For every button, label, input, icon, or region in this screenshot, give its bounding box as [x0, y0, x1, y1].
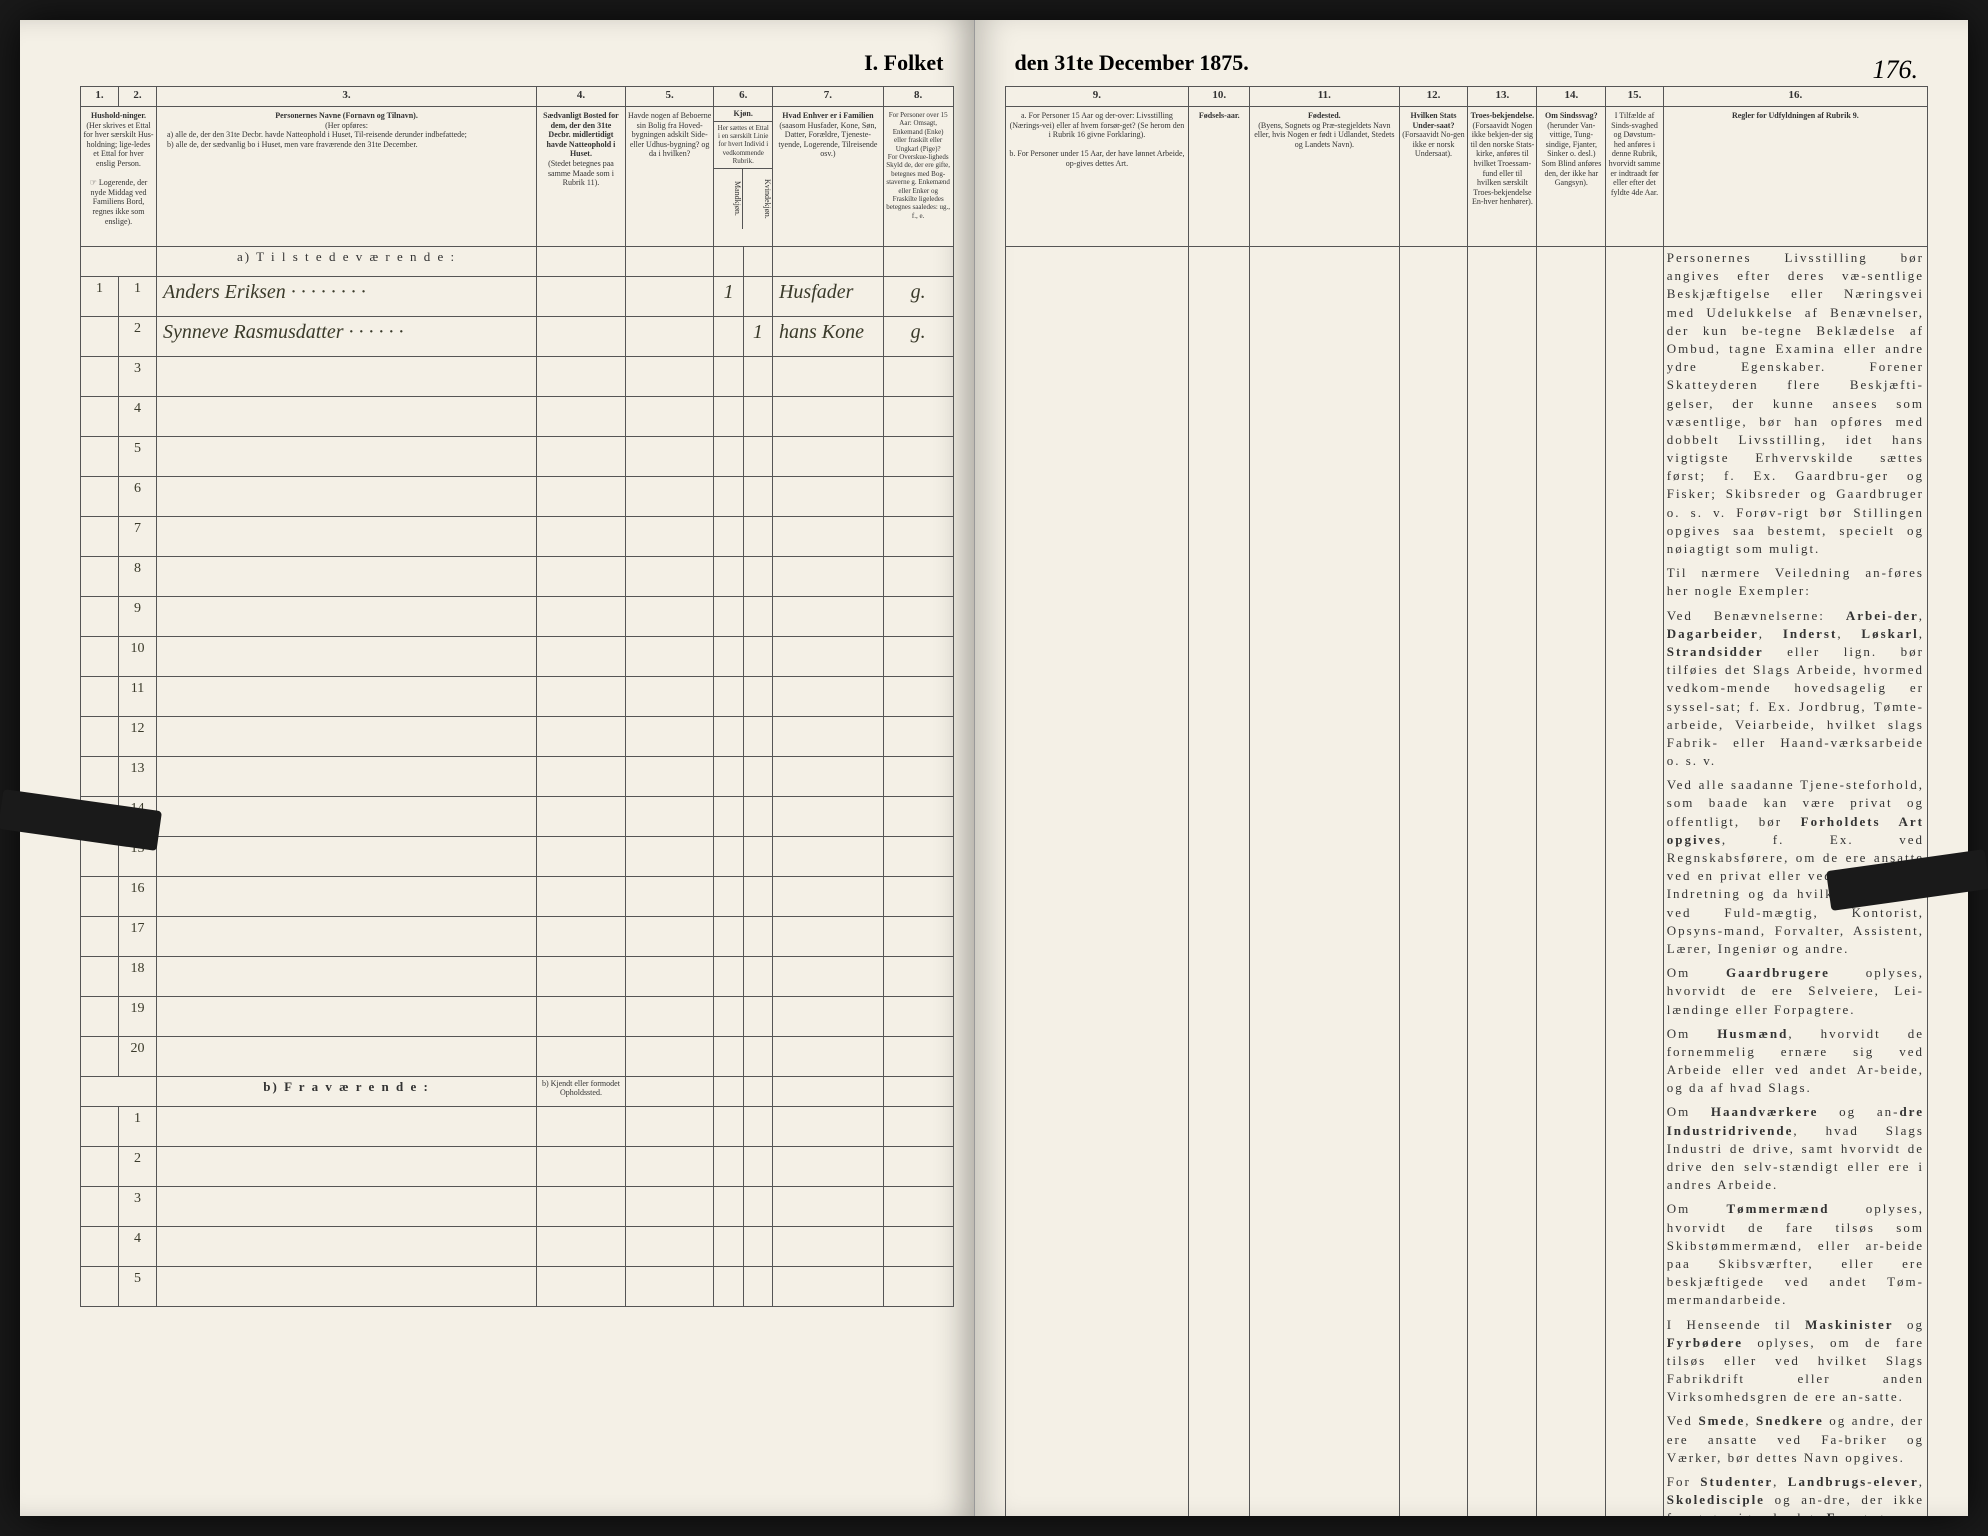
header-sex: Kjøn. Her sættes et Ettal i en særskilt … — [714, 107, 773, 247]
section-present: a) T i l s t e d e v æ r e n d e : — [157, 247, 537, 277]
table-row: 12 — [81, 717, 954, 757]
table-row: 2 — [81, 1147, 954, 1187]
ledger-table-right: 9. 10. 11. 12. 13. 14. 15. 16. a. For Pe… — [1005, 86, 1928, 1516]
title-left: I. Folket — [80, 50, 954, 76]
section-absent: b) F r a v æ r e n d e : — [157, 1077, 537, 1107]
col-num: 15. — [1606, 87, 1663, 107]
table-row: 1 1 Anders Eriksen · · · · · · · · 1 Hus… — [81, 277, 954, 317]
header-building: Havde nogen af Beboerne sin Bolig fra Ho… — [625, 107, 714, 247]
header-residence: Sædvanligt Bosted for dem, der den 31te … — [537, 107, 626, 247]
left-page: I. Folket 1. 2. 3. 4. 5. 6. 7. 8. Hushol… — [20, 20, 975, 1516]
header-household: Hushold-ninger. (Her skrives et Ettal fo… — [81, 107, 157, 247]
header-birthyear: Fødsels-aar. — [1189, 107, 1250, 247]
header-onset: I Tilfælde af Sinds-svaghed og Døvstum-h… — [1606, 107, 1663, 247]
table-row: 14 — [81, 797, 954, 837]
table-row: 2 Synneve Rasmusdatter · · · · · · 1 han… — [81, 317, 954, 357]
ledger-table-left: 1. 2. 3. 4. 5. 6. 7. 8. Hushold-ninger. … — [80, 86, 954, 1307]
table-row: 13 — [81, 757, 954, 797]
col-num: 12. — [1399, 87, 1468, 107]
table-row: 17 — [81, 917, 954, 957]
table-row: 10 — [81, 637, 954, 677]
header-citizenship: Hvilken Stats Under-saat? (Forsaavidt No… — [1399, 107, 1468, 247]
col-num: 1. — [81, 87, 119, 107]
col-num: 13. — [1468, 87, 1537, 107]
instruction-paragraph: Om Husmænd, hvorvidt de fornemmelig ernæ… — [1667, 1025, 1924, 1098]
instruction-paragraph: Ved Smede, Snedkere og andre, der ere an… — [1667, 1412, 1924, 1467]
header-occupation: a. For Personer 15 Aar og der-over: Livs… — [1005, 107, 1189, 247]
table-row: 19 — [81, 997, 954, 1037]
census-ledger-spread: I. Folket 1. 2. 3. 4. 5. 6. 7. 8. Hushol… — [20, 20, 1968, 1516]
table-row: 15 — [81, 837, 954, 877]
table-row: 3 — [81, 1187, 954, 1227]
title-right: den 31te December 1875. — [1005, 50, 1928, 76]
page-number: 176. — [1872, 55, 1918, 85]
table-row: 4 — [81, 1227, 954, 1267]
header-marital: For Personer over 15 Aar: Omsagt, Enkema… — [883, 107, 953, 247]
col-num: 10. — [1189, 87, 1250, 107]
table-row: 7 — [81, 517, 954, 557]
section-absent-note: b) Kjendt eller formodet Opholdssted. — [537, 1077, 626, 1107]
col-num: 4. — [537, 87, 626, 107]
table-row: 5 — [81, 1267, 954, 1307]
col-num: 14. — [1537, 87, 1606, 107]
instruction-paragraph: Personernes Livsstilling bør angives eft… — [1667, 249, 1924, 558]
col-num: 8. — [883, 87, 953, 107]
instruction-paragraph: Om Haandværkere og an-dre Industridriven… — [1667, 1103, 1924, 1194]
table-row: 18 — [81, 957, 954, 997]
col-num: 11. — [1250, 87, 1399, 107]
instruction-paragraph: Ved Benævnelserne: Arbei-der, Dagarbeide… — [1667, 607, 1924, 771]
col-num: 5. — [625, 87, 714, 107]
instruction-paragraph: Om Tømmermænd oplyses, hvorvidt de fare … — [1667, 1200, 1924, 1309]
instruction-paragraph: I Henseende til Maskinister og Fyrbødere… — [1667, 1316, 1924, 1407]
table-row: 9 — [81, 597, 954, 637]
table-row: 4 — [81, 397, 954, 437]
instruction-paragraph: Om Gaardbrugere oplyses, hvorvidt de ere… — [1667, 964, 1924, 1019]
header-birthplace: Fødested. (Byens, Sognets og Præ-stegjel… — [1250, 107, 1399, 247]
header-disability: Om Sindssvag? (herunder Van-vittige, Tun… — [1537, 107, 1606, 247]
table-row: 11 — [81, 677, 954, 717]
col-num: 9. — [1005, 87, 1189, 107]
table-row: 5 — [81, 437, 954, 477]
table-row: 6 — [81, 477, 954, 517]
right-page: 176. den 31te December 1875. 9. 10. 11. … — [975, 20, 1968, 1516]
table-row: 3 — [81, 357, 954, 397]
instruction-paragraph: For Studenter, Landbrugs-elever, Skoledi… — [1667, 1473, 1924, 1516]
col-num: 16. — [1663, 87, 1927, 107]
header-religion: Troes-bekjendelse. (Forsaavidt Nogen ikk… — [1468, 107, 1537, 247]
col-num: 3. — [157, 87, 537, 107]
col-num: 7. — [772, 87, 883, 107]
instruction-paragraph: Til nærmere Veiledning an-føres her nogl… — [1667, 564, 1924, 600]
header-family-pos: Hvad Enhver er i Familien (saasom Husfad… — [772, 107, 883, 247]
table-row: 1 — [81, 1107, 954, 1147]
table-row: 16 — [81, 877, 954, 917]
col-num: 6. — [714, 87, 773, 107]
table-row: 20 — [81, 1037, 954, 1077]
col-num: 2. — [119, 87, 157, 107]
header-names: Personernes Navne (Fornavn og Tilnavn). … — [157, 107, 537, 247]
header-rules: Regler for Udfyldningen af Rubrik 9. — [1663, 107, 1927, 247]
table-row: 8 — [81, 557, 954, 597]
